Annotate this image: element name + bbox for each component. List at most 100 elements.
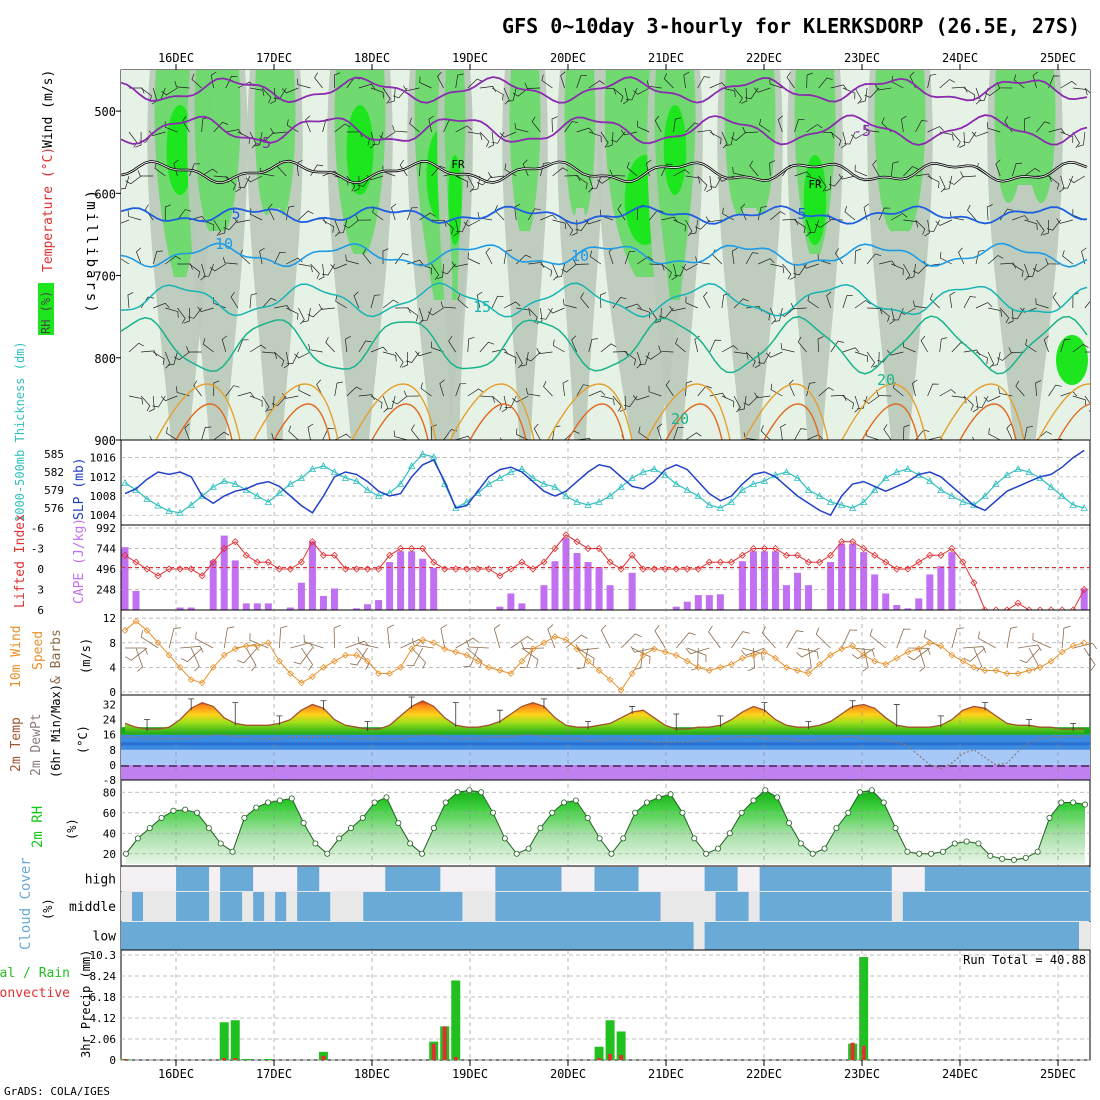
upper-wind-barb bbox=[202, 338, 214, 353]
upper-wind-barb bbox=[685, 296, 698, 309]
lifted-index-marker bbox=[860, 544, 868, 553]
rh2m-marker bbox=[418, 850, 425, 857]
upper-wind-barb bbox=[249, 344, 267, 353]
upper-wind-barb bbox=[1060, 80, 1077, 89]
precip-convective-bar bbox=[850, 1042, 855, 1060]
precip-frame bbox=[120, 949, 1091, 1061]
lifted-index-marker bbox=[121, 551, 129, 559]
cloud-cell bbox=[704, 867, 717, 891]
warm-isotherm bbox=[175, 403, 233, 440]
rh2m-marker bbox=[679, 809, 686, 816]
cloud-cell bbox=[1067, 922, 1080, 950]
upper-wind-barb bbox=[997, 351, 1013, 361]
rh2m-label: 2m RH bbox=[30, 806, 46, 848]
cloud-cell bbox=[858, 922, 871, 950]
warm-isotherm bbox=[645, 383, 731, 440]
slp-tick-label: 1012 bbox=[90, 471, 117, 484]
date-label-top: 21DEC bbox=[648, 51, 684, 65]
upper-wind-barb bbox=[576, 75, 587, 89]
cloud-cell bbox=[990, 892, 1003, 921]
upper-wind-barb bbox=[987, 351, 995, 369]
wind10m-marker bbox=[1058, 648, 1066, 656]
rh2m-marker bbox=[490, 809, 497, 816]
upper-wind-barb bbox=[703, 291, 711, 309]
upper-wind-barb bbox=[588, 131, 602, 143]
upper-wind-barb bbox=[552, 219, 567, 230]
upper-wind-barb bbox=[1068, 175, 1086, 184]
thickness-marker bbox=[661, 471, 669, 478]
date-label-top: 19DEC bbox=[452, 51, 488, 65]
thickness-marker bbox=[330, 468, 339, 475]
date-axis-top: 16DEC 17DEC 18DEC 19DEC 20DEC 21DEC 22DEC 23DEC… bbox=[158, 51, 1076, 70]
wind10m-marker bbox=[750, 651, 757, 659]
thickness-marker bbox=[694, 492, 702, 499]
wind10m-barb bbox=[600, 624, 611, 649]
upper-wind-barb bbox=[879, 260, 896, 267]
lifted-index-marker bbox=[485, 565, 493, 573]
lifted-index-marker bbox=[386, 551, 394, 559]
rh2m-marker bbox=[371, 799, 378, 806]
date-label-bottom: 19DEC bbox=[452, 1067, 488, 1081]
upper-wind-barb bbox=[153, 351, 165, 365]
upper-wind-barb bbox=[245, 175, 263, 183]
upper-wind-barb bbox=[903, 424, 910, 440]
lifted-index-marker bbox=[749, 544, 757, 553]
rh2m-marker bbox=[134, 835, 141, 842]
cloud-cell bbox=[858, 892, 871, 921]
cloud-cell bbox=[429, 867, 441, 891]
cloud-level-label: middle bbox=[69, 900, 116, 915]
wind10m-barb bbox=[1083, 647, 1096, 671]
upper-wind-barb bbox=[455, 175, 468, 188]
upper-wind-barb bbox=[782, 218, 799, 225]
wind10m-marker bbox=[1003, 670, 1011, 677]
upper-wind-barb bbox=[1084, 300, 1090, 309]
upper-wind-barb bbox=[983, 395, 1001, 402]
upper-wind-barb bbox=[491, 295, 504, 309]
cloud-cell bbox=[847, 867, 860, 891]
cloud-cell bbox=[693, 867, 706, 891]
upper-wind-barb bbox=[872, 159, 880, 177]
rh2m-marker bbox=[880, 799, 887, 806]
upper-wind-barb bbox=[1048, 175, 1060, 190]
upper-wind-barb bbox=[154, 162, 166, 177]
upper-wind-barb bbox=[790, 303, 807, 310]
cloud-cell bbox=[726, 892, 739, 921]
warm-isotherm bbox=[273, 403, 331, 440]
rh2m-marker bbox=[170, 807, 177, 814]
upper-wind-barb bbox=[745, 351, 756, 367]
warm-isotherm bbox=[861, 403, 919, 440]
rh2m-marker bbox=[537, 825, 544, 832]
cloud-cell bbox=[275, 892, 287, 921]
date-label-top: 20DEC bbox=[550, 51, 586, 65]
wind10m-barb bbox=[654, 625, 666, 649]
upper-wind-barb bbox=[330, 263, 347, 270]
upper-wind-barb bbox=[1024, 425, 1034, 440]
cloud-cell bbox=[429, 892, 441, 921]
cloud-cell bbox=[847, 922, 860, 950]
wind10m-barb bbox=[168, 627, 181, 649]
upper-wind-barb bbox=[189, 263, 201, 278]
upper-wind-barb bbox=[1058, 175, 1065, 193]
wind10m-marker bbox=[1069, 642, 1077, 650]
upper-wind-barb bbox=[620, 129, 638, 136]
cloud-cell bbox=[649, 867, 661, 891]
thickness-gridlines bbox=[121, 457, 1090, 516]
cloud-cell bbox=[616, 892, 628, 921]
rh2m-marker bbox=[205, 825, 212, 832]
wind10m-barb bbox=[135, 647, 143, 672]
upper-wind-barb bbox=[135, 132, 142, 148]
upper-wind-barb bbox=[552, 167, 568, 177]
date-label-bottom: 16DEC bbox=[158, 1067, 194, 1081]
cloud-cell bbox=[121, 867, 133, 891]
date-label-bottom: 21DEC bbox=[648, 1067, 684, 1081]
lifted-index-marker bbox=[187, 565, 195, 573]
warm-isotherm bbox=[371, 403, 429, 440]
upper-wind-barb bbox=[637, 256, 654, 265]
lifted-index-tick-label: -6 bbox=[31, 522, 44, 535]
warm-isotherm bbox=[841, 383, 927, 440]
upper-wind-barb bbox=[769, 160, 776, 177]
isotherm-label: 10 bbox=[571, 247, 589, 265]
lifted-index-marker bbox=[573, 538, 581, 546]
upper-wind-barb bbox=[842, 347, 860, 353]
cloud-cell bbox=[660, 892, 672, 921]
